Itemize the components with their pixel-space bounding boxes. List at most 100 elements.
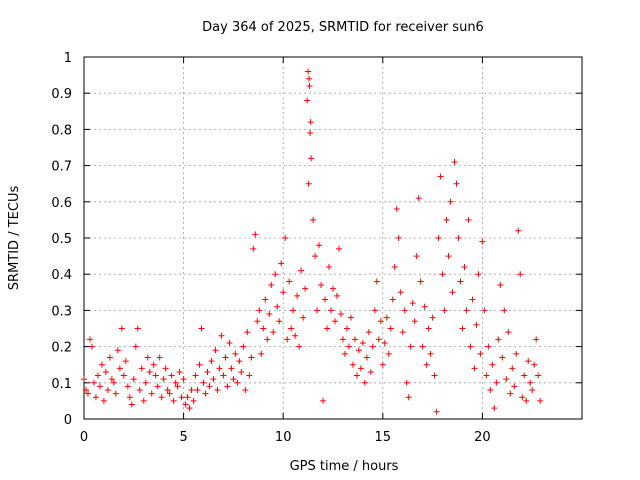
data-point <box>264 336 271 343</box>
data-point <box>341 350 348 357</box>
data-point <box>387 325 394 332</box>
data-point <box>242 387 249 394</box>
data-point <box>178 394 185 401</box>
data-point <box>369 343 376 350</box>
y-tick-label: 0.1 <box>51 377 72 392</box>
data-point <box>300 314 307 321</box>
data-point <box>144 354 151 361</box>
data-point <box>268 282 275 289</box>
data-point <box>507 390 514 397</box>
data-point <box>302 285 309 292</box>
data-point <box>328 307 335 314</box>
data-point <box>222 354 229 361</box>
data-point <box>339 336 346 343</box>
data-point <box>236 358 243 365</box>
data-point <box>419 343 426 350</box>
data-point <box>192 372 199 379</box>
data-point <box>429 314 436 321</box>
data-point <box>188 387 195 394</box>
data-point <box>343 325 350 332</box>
data-point <box>305 68 312 75</box>
data-point <box>306 82 313 89</box>
data-point <box>471 365 478 372</box>
data-point <box>345 343 352 350</box>
data-point <box>445 253 452 260</box>
data-point <box>306 75 313 82</box>
data-point <box>433 408 440 415</box>
data-point <box>531 361 538 368</box>
data-point <box>349 361 356 368</box>
y-tick-label: 0.5 <box>51 232 72 247</box>
data-point <box>200 379 207 386</box>
data-point <box>401 307 408 314</box>
data-point <box>537 397 544 404</box>
data-point <box>272 271 279 278</box>
data-point <box>535 372 542 379</box>
data-point <box>280 289 287 296</box>
data-point <box>347 314 354 321</box>
data-point <box>351 336 358 343</box>
data-point <box>278 260 285 267</box>
data-point <box>481 307 488 314</box>
data-point <box>407 343 414 350</box>
data-point <box>170 397 177 404</box>
data-point <box>282 235 289 241</box>
data-point <box>495 336 502 343</box>
data-point <box>202 390 209 397</box>
data-point <box>124 383 131 390</box>
x-tick-label: 0 <box>80 430 88 445</box>
data-point <box>154 383 161 390</box>
data-point <box>417 278 424 285</box>
y-tick-label: 1 <box>64 51 72 66</box>
data-point <box>218 332 225 339</box>
data-point <box>449 289 456 296</box>
data-point <box>447 198 454 205</box>
data-point <box>316 242 323 249</box>
data-point <box>307 119 314 126</box>
data-point <box>108 376 115 383</box>
data-point <box>162 365 169 372</box>
data-point <box>134 325 141 332</box>
data-point <box>204 368 211 375</box>
data-point <box>104 387 111 394</box>
data-point <box>84 390 91 397</box>
data-point <box>210 376 217 383</box>
data-point <box>533 336 540 343</box>
data-point <box>361 379 368 386</box>
data-point <box>228 365 235 372</box>
data-point <box>274 303 281 310</box>
data-point <box>521 372 528 379</box>
data-point <box>166 390 173 397</box>
data-point <box>443 216 450 223</box>
data-point <box>292 332 299 339</box>
data-point <box>290 307 297 314</box>
data-point <box>487 387 494 394</box>
data-point <box>475 271 482 278</box>
data-point <box>525 358 532 365</box>
data-point <box>266 311 273 318</box>
data-point <box>399 329 406 336</box>
data-point <box>320 397 327 404</box>
x-tick-label: 5 <box>179 430 187 445</box>
data-point <box>260 325 267 332</box>
data-point <box>150 361 157 368</box>
data-point <box>142 379 149 386</box>
data-point <box>86 336 93 343</box>
data-point <box>172 379 179 386</box>
data-point <box>176 368 183 375</box>
data-point <box>467 343 474 350</box>
data-point <box>186 405 193 412</box>
data-point <box>527 379 534 386</box>
data-point <box>453 180 460 187</box>
data-point <box>379 361 386 368</box>
data-point <box>182 401 189 408</box>
data-point <box>324 325 331 332</box>
data-point <box>493 379 500 386</box>
data-point <box>168 372 175 379</box>
data-point <box>92 394 99 401</box>
data-point <box>81 376 87 383</box>
data-point <box>312 253 319 260</box>
data-point <box>355 347 362 354</box>
data-point <box>88 343 95 350</box>
data-point <box>491 405 498 412</box>
